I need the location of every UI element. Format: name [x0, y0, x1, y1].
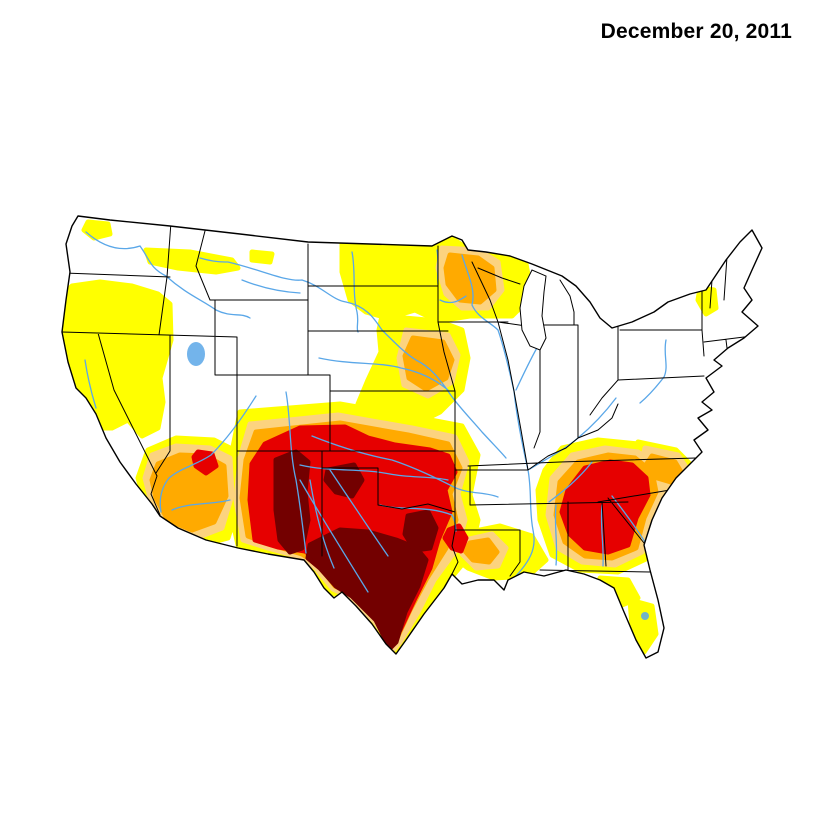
river-chattahoochee [600, 504, 604, 567]
river-rio-grande [285, 391, 307, 554]
river-columbia-snake [85, 231, 251, 319]
river-canadian [299, 464, 449, 481]
drought-d4-north-texas-spot [402, 509, 439, 553]
river-brazos [329, 469, 389, 557]
river-platte [318, 357, 449, 391]
river-sacramento [84, 359, 97, 409]
river-tennessee [548, 461, 593, 503]
drought-d0-washington [81, 219, 113, 241]
drought-d0-montana [143, 247, 275, 275]
river-illinois [515, 345, 539, 391]
river-susquehanna-potomac [639, 339, 667, 404]
river-colorado [159, 395, 257, 513]
river-missouri [199, 257, 507, 459]
drought-d4-central-texas [305, 527, 429, 651]
river-minnesota [439, 295, 467, 304]
drought-d4-texas-panhandle-spot [323, 462, 365, 499]
drought-d2-iowa [402, 335, 455, 392]
river-yellowstone [241, 279, 301, 294]
drought-d0-west-nevada-california [62, 279, 174, 439]
river-arkansas [311, 435, 499, 498]
river-texas-colorado [299, 479, 369, 593]
drought-d4-newmexico-texas-strip [273, 449, 311, 555]
river-james-dakota [351, 251, 359, 333]
drought-d2-louisiana [462, 537, 500, 565]
lake-michigan [519, 269, 547, 351]
drought-d2-carolina-coast [643, 453, 684, 485]
lake-okeechobee [641, 612, 649, 620]
river-tombigbee [554, 504, 558, 566]
date-label: December 20, 2011 [600, 20, 792, 43]
drought-d3-louisiana-spot [442, 523, 469, 554]
river-pecos [309, 479, 335, 569]
river-gila [171, 499, 231, 511]
drought-d3-georgia-southcarolina [559, 459, 651, 555]
great-salt-lake [187, 342, 205, 366]
river-red [379, 504, 457, 532]
